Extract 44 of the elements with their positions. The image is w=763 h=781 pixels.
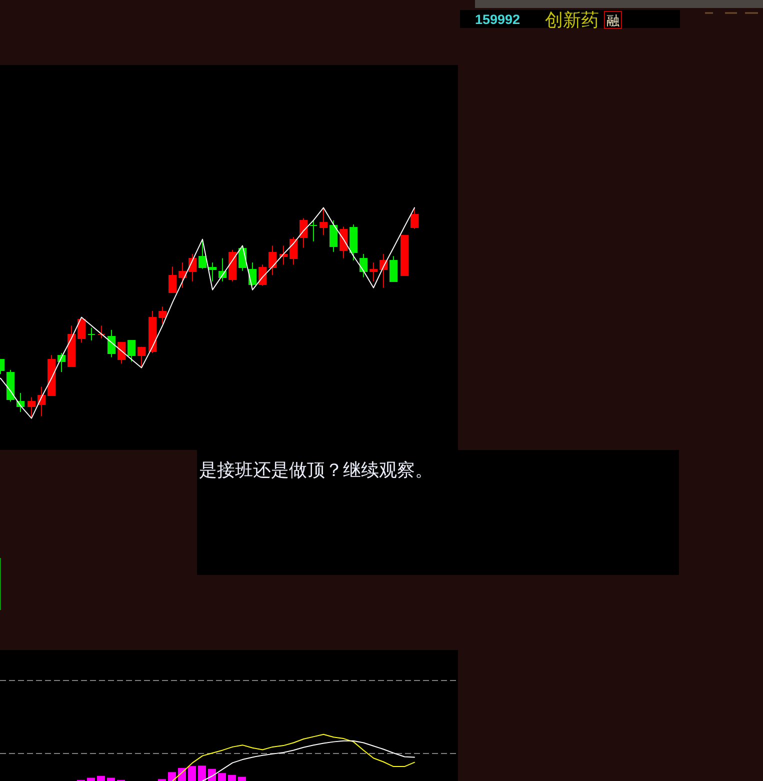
candlestick [290,236,298,266]
candlestick [108,329,116,358]
candlestick [178,262,186,288]
text: 创新药 [545,10,599,30]
candlestick [280,245,288,266]
candlestick [78,316,86,343]
candlestick [350,224,358,261]
candlestick [320,207,328,236]
candlestick [410,207,418,230]
candlestick [340,226,348,259]
bar [107,778,115,781]
bar [218,773,226,781]
bar [238,776,246,781]
bar [188,766,196,781]
candlestick [68,325,76,367]
bar [97,776,105,781]
candlestick [128,340,136,362]
candlestick [208,262,216,282]
candlestick [28,396,36,419]
bar [168,772,176,781]
candlestick [158,306,166,324]
candlestick [168,266,176,293]
candlestick [300,218,308,248]
candlestick [360,254,368,278]
text: 融 [606,13,620,28]
candlestick [138,346,146,368]
candlestick [148,310,156,354]
candlestick [370,262,378,282]
candlestick [98,325,106,339]
candlestick [88,327,96,341]
bar [87,778,95,781]
text: 159992 [475,12,520,27]
text: 是接班还是做顶？继续观察。 [199,460,433,480]
candlestick [6,369,14,402]
candlestick [400,234,408,276]
candlestick [330,220,338,252]
candlestick [48,354,56,396]
candlestick [310,220,318,242]
candlestick [188,254,196,282]
candlestick [390,256,398,282]
bar [198,766,206,781]
candlestick [198,238,206,270]
bar [228,774,236,781]
candlestick [268,245,276,276]
